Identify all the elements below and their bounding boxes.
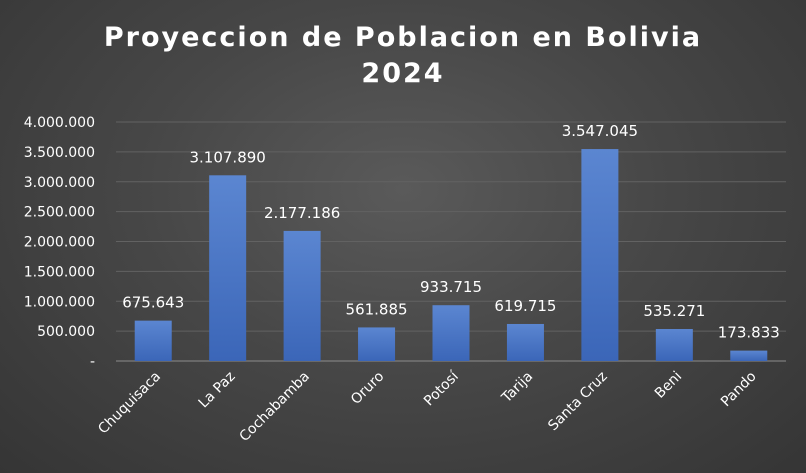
x-tick-label: Tarija [498, 369, 536, 407]
bar-pando [730, 350, 768, 361]
x-tick-label: Chuquisaca [95, 369, 164, 438]
x-tick-label: Santa Cruz [545, 369, 610, 434]
data-label: 535.271 [643, 302, 705, 320]
x-tick-label: Pando [718, 369, 760, 411]
y-tick-label: 4.000.000 [24, 115, 95, 131]
data-label: 619.715 [494, 297, 556, 315]
chart-title-line-1: Proyeccion de Poblacion en Bolivia [103, 22, 703, 53]
bar-cochabamba [283, 230, 321, 361]
bar-santa-cruz [581, 149, 619, 361]
chart-title-line-2: 2024 [361, 58, 445, 89]
bar-potosí [432, 305, 470, 361]
y-tick-label: 2.500.000 [24, 205, 95, 221]
data-label: 173.833 [718, 324, 780, 342]
y-tick-label: 2.000.000 [24, 235, 95, 251]
y-axis-ticks: - 500.000 1.000.000 1.500.000 2.000.000 2.500… [24, 115, 95, 370]
y-tick-label: 3.000.000 [24, 175, 95, 191]
y-tick-label: 3.500.000 [24, 145, 95, 161]
bar-la-paz [209, 175, 247, 361]
data-label: 675.643 [122, 294, 184, 312]
chart-title: Proyeccion de Poblacion en Bolivia 2024 [0, 20, 806, 92]
x-tick-label: Oruro [348, 369, 387, 408]
bar-chuquisaca [134, 320, 172, 361]
y-tick-label: 1.000.000 [24, 294, 95, 310]
x-tick-label: Cochabamba [237, 369, 313, 445]
bar-beni [655, 329, 693, 361]
bar-oruro [358, 327, 396, 361]
data-label: 3.547.045 [562, 122, 638, 140]
x-tick-label: La Paz [196, 369, 239, 412]
y-tick-label: 500.000 [37, 324, 95, 340]
data-label: 2.177.186 [264, 204, 340, 222]
bar-tarija [506, 323, 544, 361]
data-label: 3.107.890 [189, 148, 265, 166]
data-label: 933.715 [420, 278, 482, 296]
x-tick-label: Beni [652, 369, 685, 402]
bars [134, 149, 768, 361]
x-tick-label: Potosí [421, 368, 463, 410]
data-label: 561.885 [346, 300, 408, 318]
y-tick-label: - [90, 354, 95, 370]
y-tick-label: 1.500.000 [24, 264, 95, 280]
data-labels: 675.643 3.107.890 2.177.186 561.885 933.715 6… [122, 122, 780, 342]
